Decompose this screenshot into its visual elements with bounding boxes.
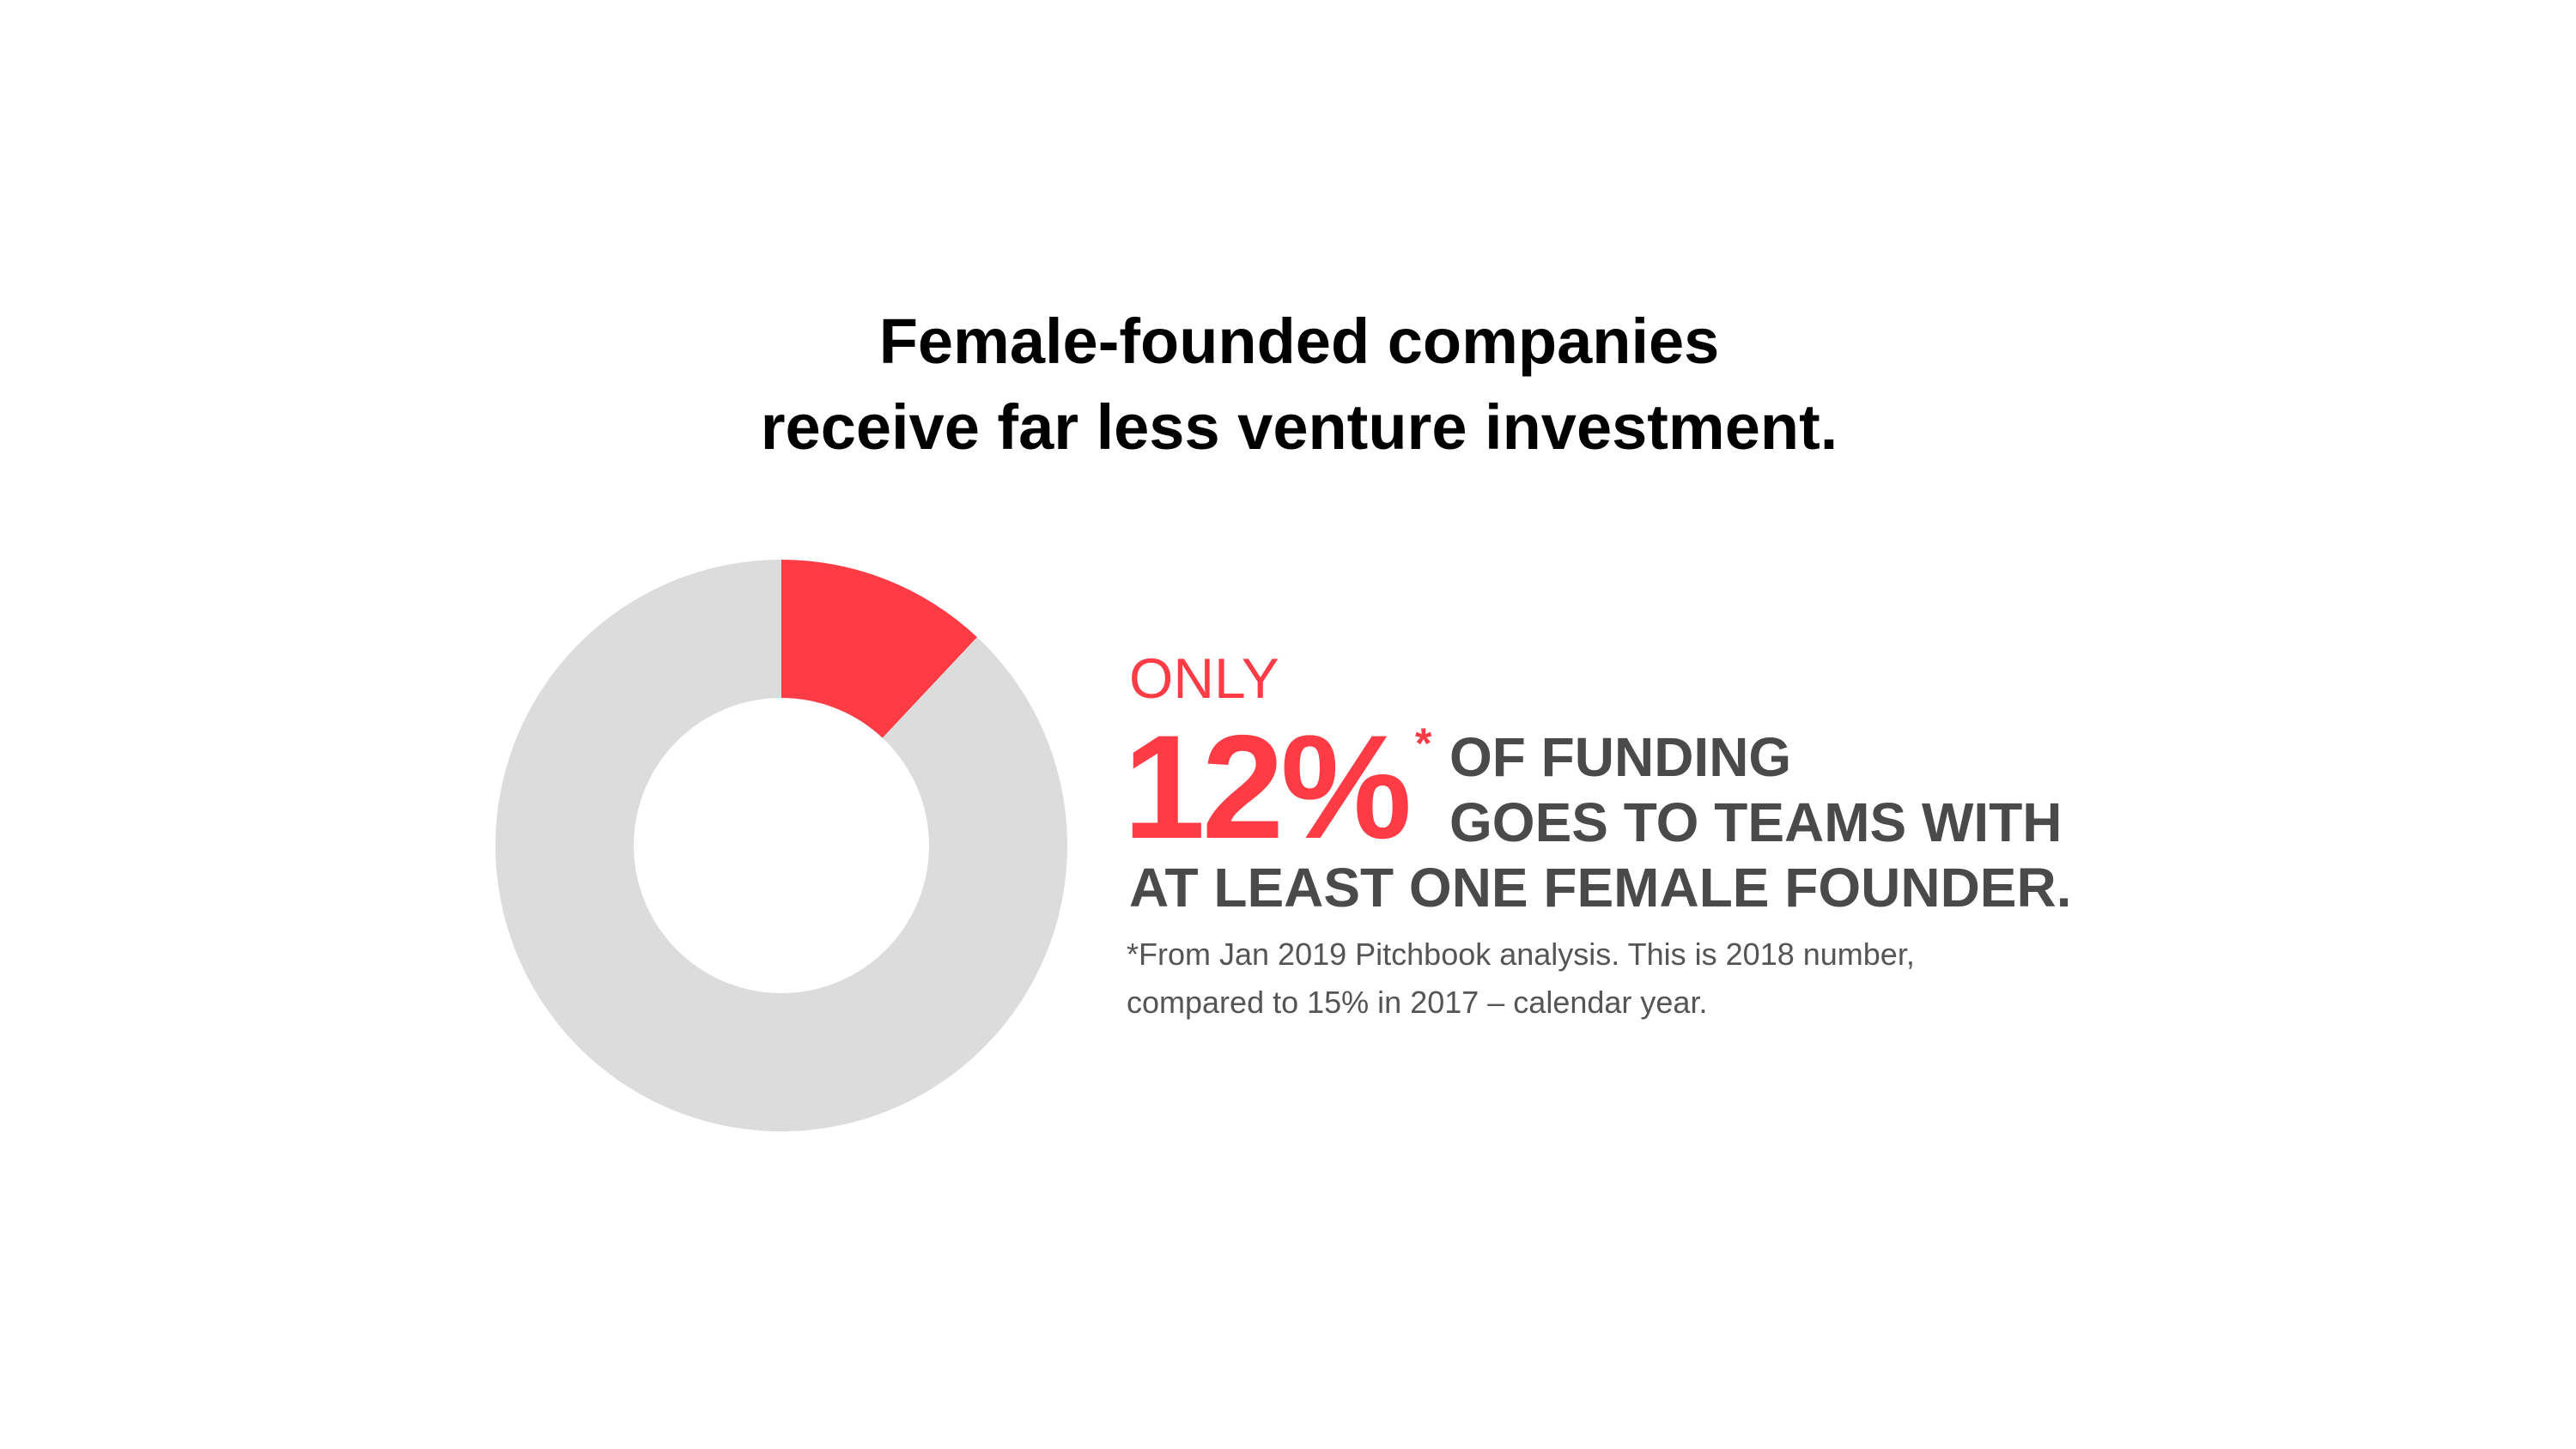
headline-line-1: Female-founded companies <box>878 306 1720 377</box>
footnote-line-1: *From Jan 2019 Pitchbook analysis. This … <box>1127 937 1915 972</box>
donut-slice-highlight <box>781 560 977 738</box>
footnote-line-2: compared to 15% in 2017 – calendar year. <box>1127 985 1708 1020</box>
callout-line-1: OF FUNDING <box>1449 726 1792 788</box>
donut-slice-remainder <box>495 560 1067 1131</box>
headline: Female-founded companies receive far les… <box>0 299 2576 470</box>
callout-line-3: AT LEAST ONE FEMALE FOUNDER. <box>1129 857 2072 919</box>
callout-prefix: ONLY <box>1129 646 1279 710</box>
callout-asterisk: * <box>1415 719 1432 767</box>
footnote: *From Jan 2019 Pitchbook analysis. This … <box>1127 931 1915 1027</box>
callout-line-2: GOES TO TEAMS WITH <box>1449 791 2063 853</box>
donut-chart <box>495 560 1067 1131</box>
callout-percent: 12% <box>1123 705 1412 870</box>
headline-line-2: receive far less venture investment. <box>760 391 1838 463</box>
